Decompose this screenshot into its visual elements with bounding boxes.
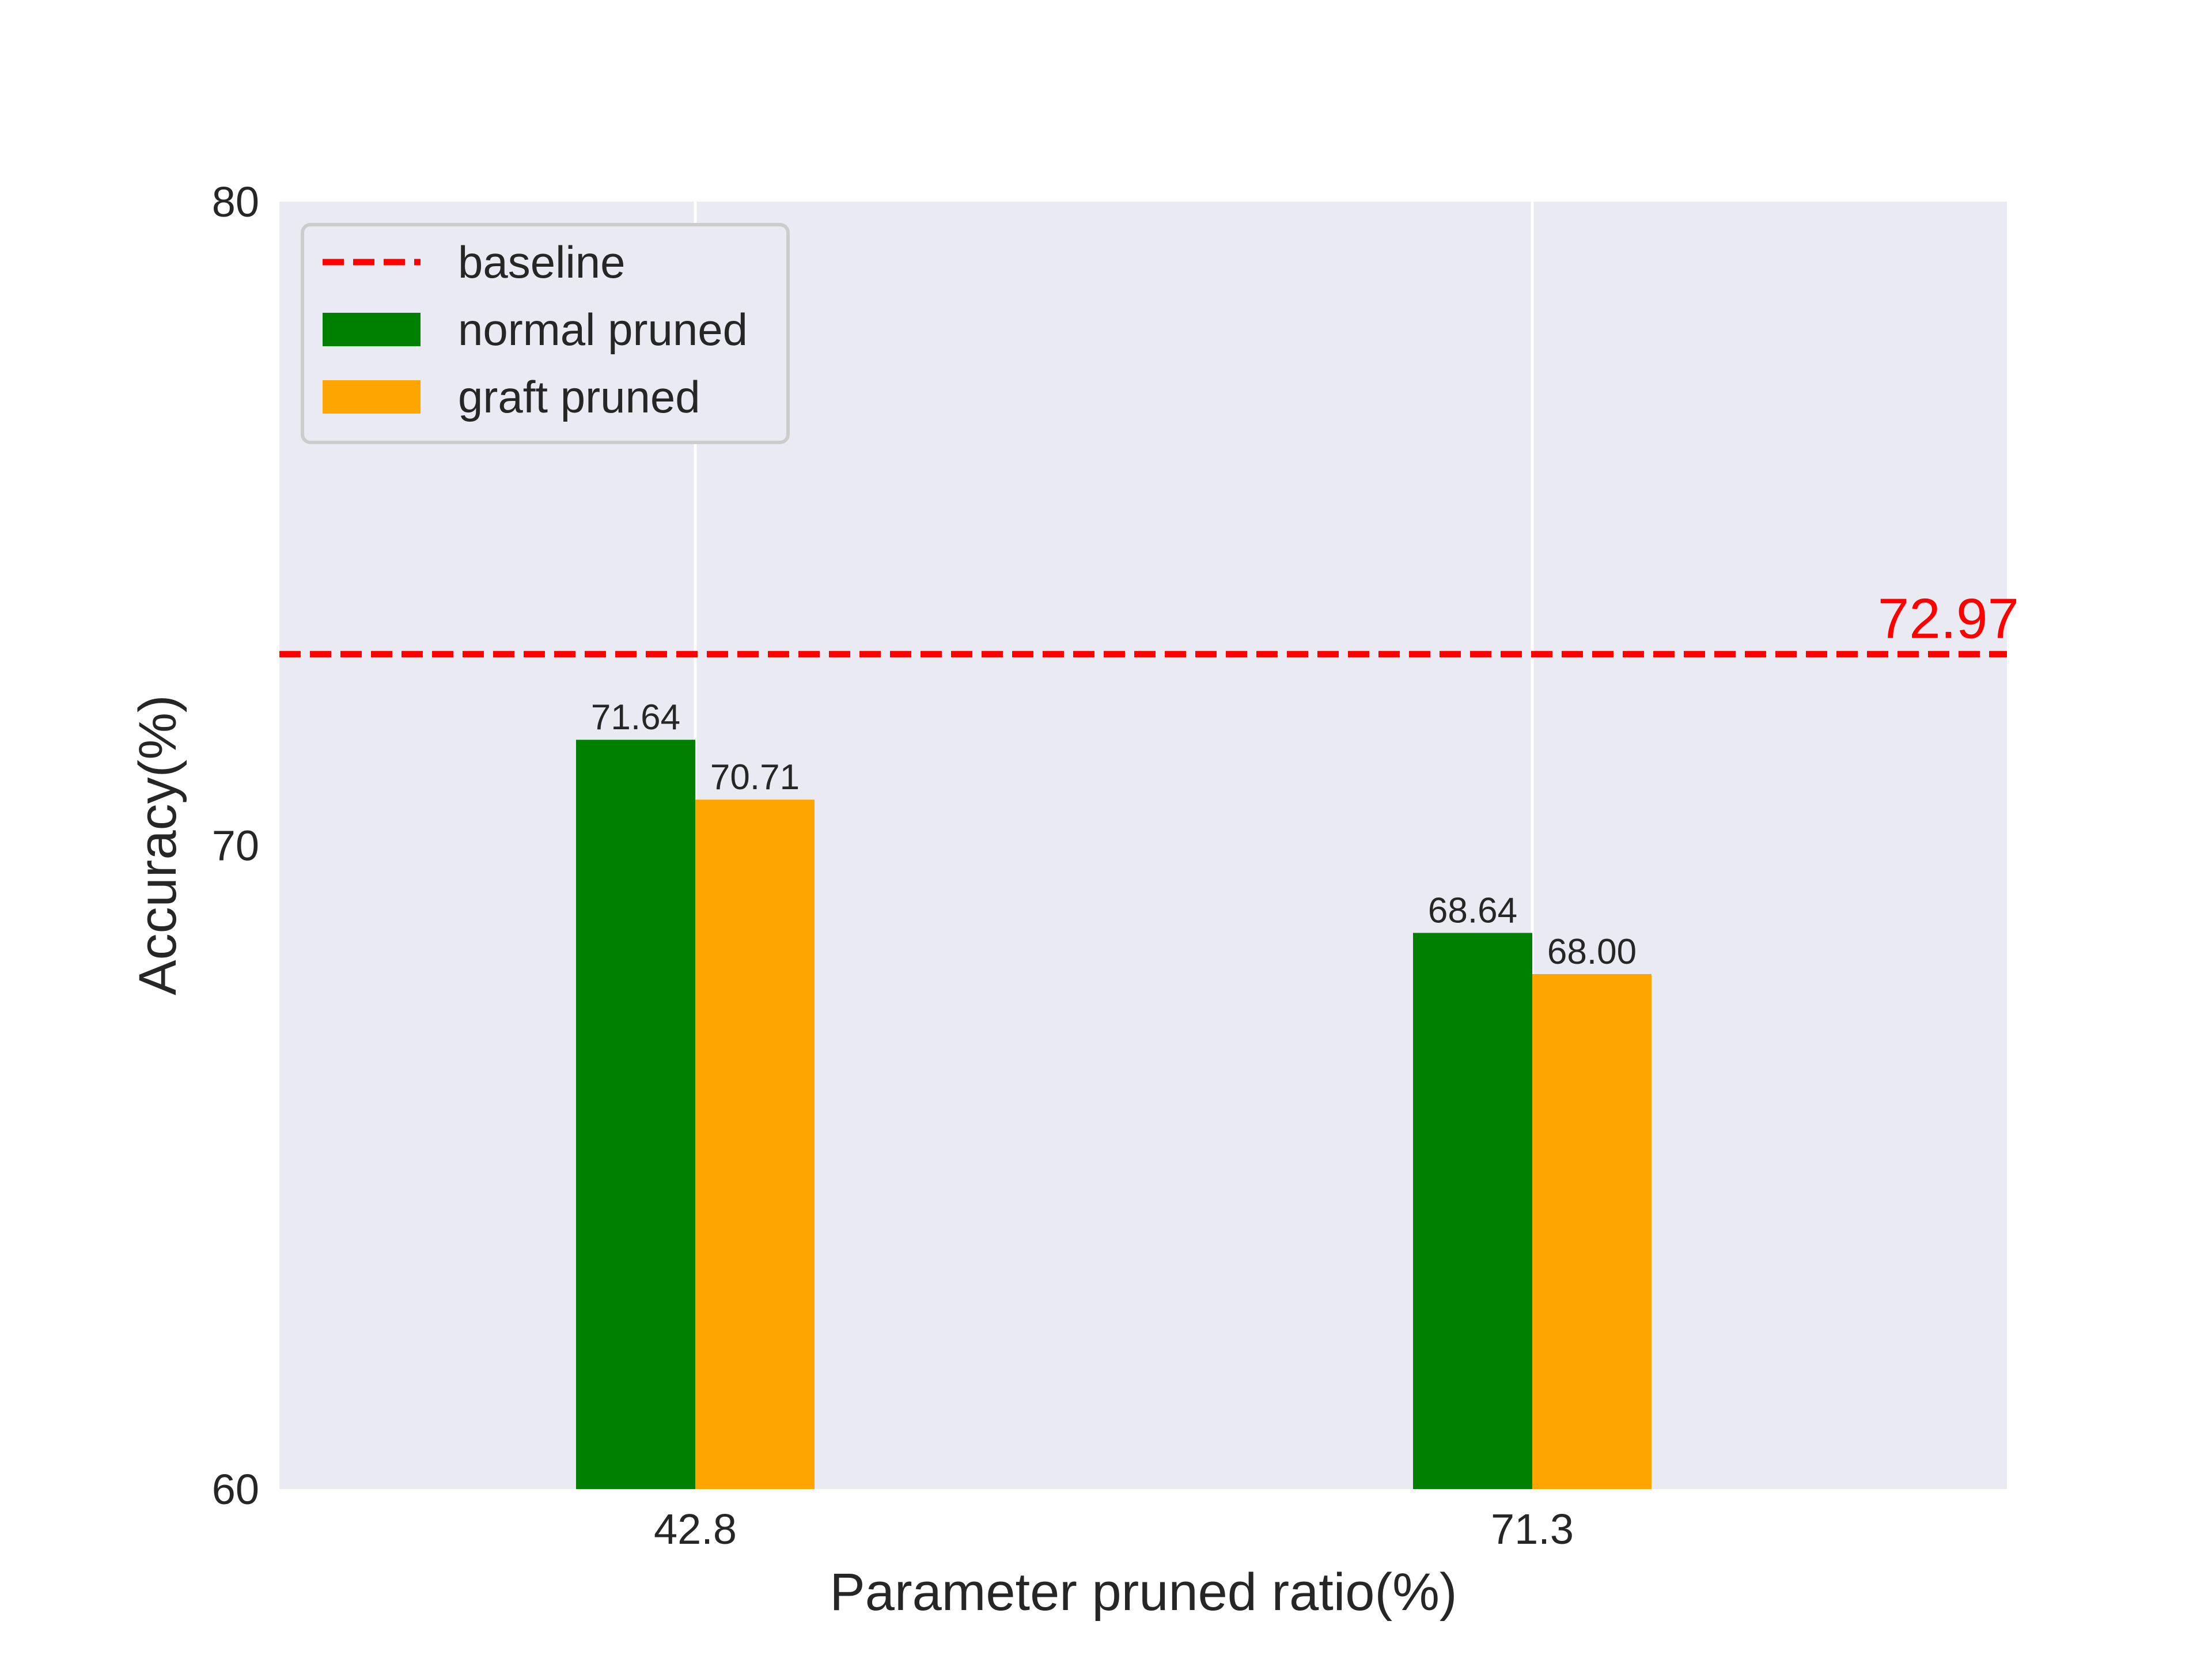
legend-baseline-label: baseline [458, 237, 626, 287]
legend-normal-pruned-label: normal pruned [458, 304, 748, 355]
bar-normal-pruned-42.8 [576, 740, 695, 1489]
legend-frame [301, 223, 790, 444]
bar-value-label: 68.64 [1428, 891, 1517, 930]
y-tick-label: 70 [212, 822, 259, 870]
legend-graft-pruned-swatch [323, 380, 421, 414]
y-tick-label: 80 [212, 178, 259, 226]
axis-ticks: 60 70 80 42.8 71.3 [212, 178, 1574, 1553]
bars: 71.64 68.64 70.71 68.00 [576, 698, 1652, 1489]
bar-value-label: 71.64 [591, 698, 680, 737]
baseline-reference: 72.97 [279, 587, 2019, 658]
x-tick-label: 42.8 [654, 1505, 737, 1553]
bar-value-label: 70.71 [710, 757, 800, 797]
legend-normal-pruned-swatch [323, 313, 421, 346]
baseline-value-label: 72.97 [1878, 587, 2019, 650]
bar-value-label: 68.00 [1547, 932, 1637, 972]
legend: baseline normal pruned graft pruned [301, 223, 790, 444]
y-tick-label: 60 [212, 1465, 259, 1513]
bar-graft-pruned-42.8 [695, 800, 815, 1489]
x-tick-label: 71.3 [1491, 1505, 1574, 1553]
bar-graft-pruned-71.3 [1532, 974, 1652, 1489]
y-axis-label: Accuracy(%) [128, 695, 187, 995]
bar-normal-pruned-71.3 [1413, 933, 1532, 1489]
legend-graft-pruned-label: graft pruned [458, 372, 700, 422]
x-axis-label: Parameter pruned ratio(%) [830, 1563, 1457, 1622]
